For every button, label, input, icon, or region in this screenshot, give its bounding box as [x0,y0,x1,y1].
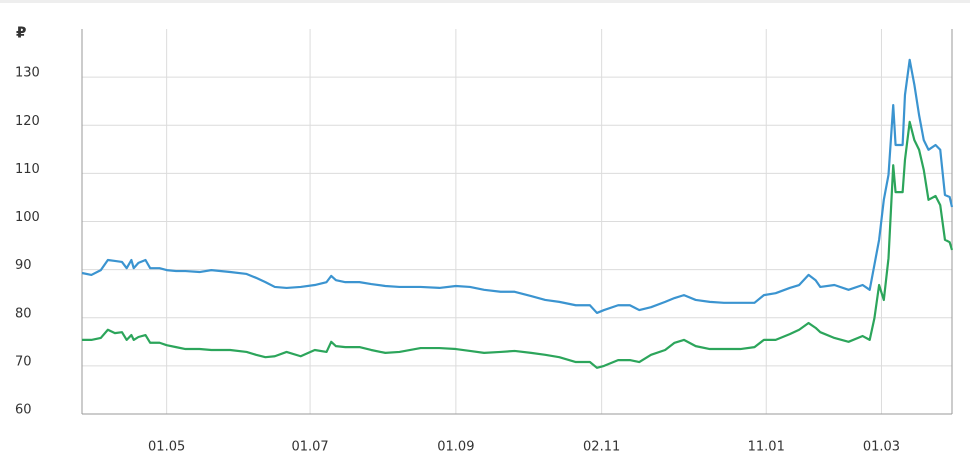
line-series [82,120,954,369]
y-tick-label: 100 [15,210,40,225]
y-tick-label: 60 [15,403,32,418]
x-tick-label: 11.01 [748,440,785,455]
y-tick-label: 80 [15,306,32,321]
x-tick-label: 01.07 [291,440,328,455]
y-tick-label: 70 [15,354,32,369]
top-bar [0,0,970,3]
x-tick-label: 01.03 [863,440,900,455]
y-axis-label: ₽ [16,24,26,42]
y-tick-label: 130 [15,66,40,81]
y-tick-label: 120 [15,114,40,129]
line-series [81,58,954,315]
x-tick-label: 02.11 [583,440,620,455]
y-tick-label: 110 [15,162,40,177]
y-tick-label: 90 [15,258,32,273]
x-tick-label: 01.09 [437,440,474,455]
x-tick-label: 01.05 [148,440,185,455]
